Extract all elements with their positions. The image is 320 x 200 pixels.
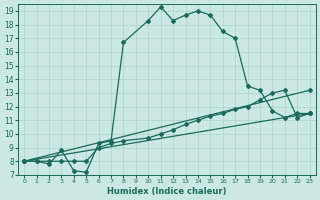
X-axis label: Humidex (Indice chaleur): Humidex (Indice chaleur) <box>107 187 227 196</box>
